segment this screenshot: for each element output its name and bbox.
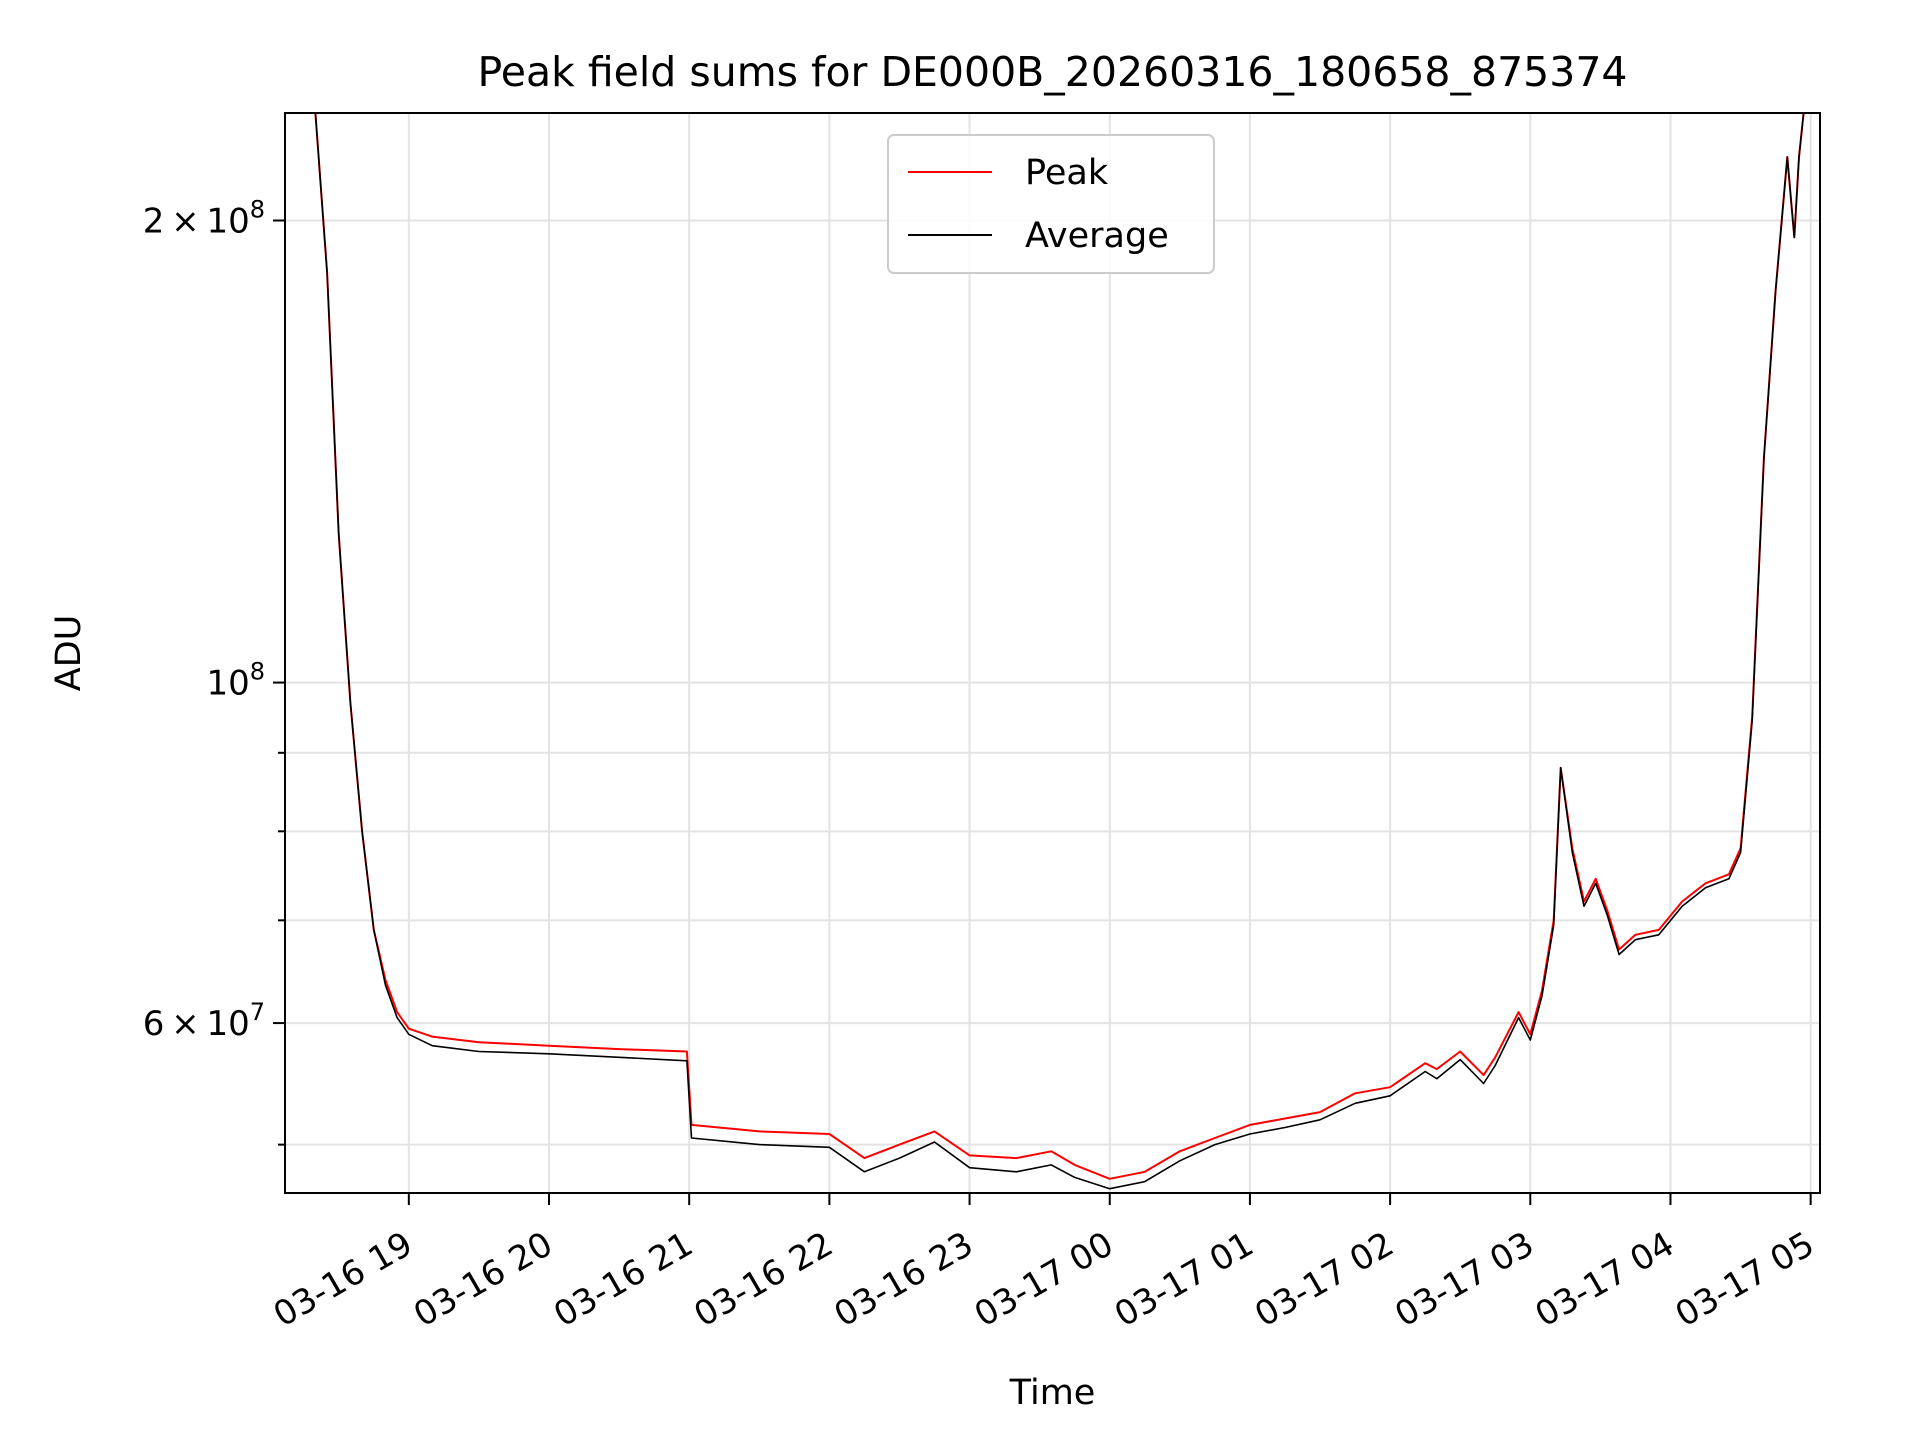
x-tick-label: 03-17 05 xyxy=(1669,1224,1821,1335)
plot-frame xyxy=(284,112,1821,1194)
x-tick-label: 03-16 21 xyxy=(547,1224,699,1335)
y-axis-ticks: 6 × 107 108 2 × 108 xyxy=(143,196,285,1146)
x-tick-label: 03-17 03 xyxy=(1388,1224,1540,1335)
legend-box xyxy=(887,134,1215,274)
legend-peak-label: Peak xyxy=(1025,153,1109,193)
x-tick-label: 03-17 00 xyxy=(968,1224,1120,1335)
legend: Peak Average xyxy=(887,134,1215,274)
x-axis-label: Time xyxy=(1009,1373,1096,1413)
series-lines xyxy=(285,112,1820,1190)
y-tick-label: 108 xyxy=(206,658,265,704)
y-tick-label: 2 × 108 xyxy=(143,196,265,242)
series-average-line xyxy=(285,112,1820,1190)
chart-title: Peak field sums for DE000B_20260316_1806… xyxy=(477,48,1627,96)
x-tick-label: 03-17 01 xyxy=(1108,1224,1260,1335)
x-tick-label: 03-16 23 xyxy=(828,1224,980,1335)
x-tick-label: 03-17 04 xyxy=(1529,1224,1681,1335)
series-peak-line xyxy=(285,112,1820,1180)
x-tick-label: 03-16 19 xyxy=(267,1224,419,1335)
x-tick-label: 03-16 22 xyxy=(687,1224,839,1335)
x-tick-label: 03-16 20 xyxy=(407,1224,559,1335)
y-axis-label: ADU xyxy=(49,615,89,692)
y-tick-label: 6 × 107 xyxy=(143,998,265,1044)
legend-average-label: Average xyxy=(1025,216,1169,256)
grid xyxy=(285,113,1820,1193)
x-tick-label: 03-17 02 xyxy=(1248,1224,1400,1335)
